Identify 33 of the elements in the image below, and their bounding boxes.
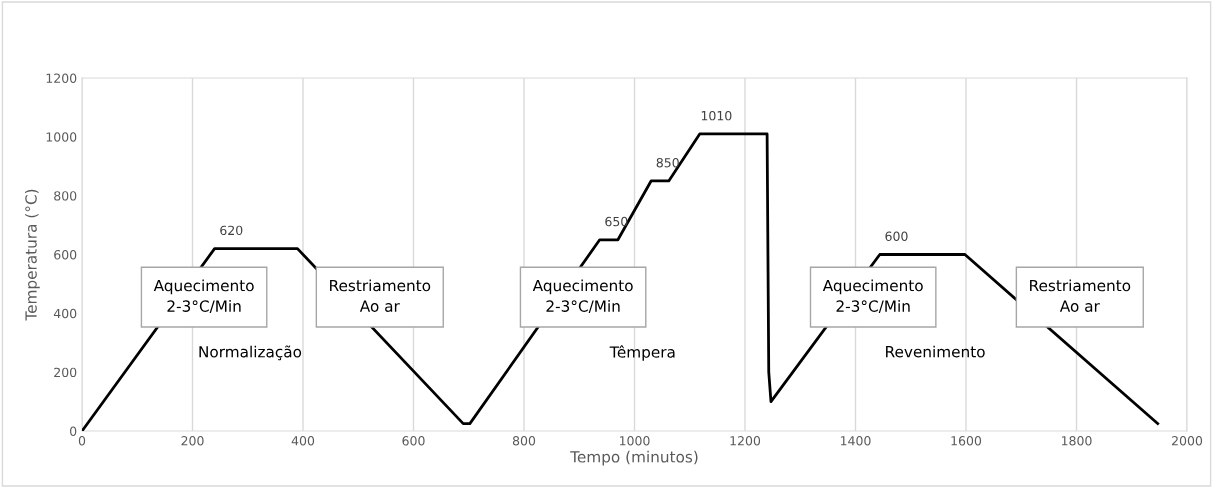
y-axis-title: Temperatura (°C): [25, 189, 40, 321]
annotation: Restriamento Ao ar: [1030, 279, 1131, 312]
x-tick-label: 200: [181, 436, 204, 446]
y-tick-label: 400: [53, 308, 77, 319]
annotation: 600: [885, 231, 908, 241]
x-tick-label: 1800: [1061, 436, 1092, 446]
x-tick-label: 1000: [619, 436, 650, 446]
annotation: Aquecimento 2-3°C/Min: [532, 279, 633, 314]
y-tick-label: 1000: [46, 132, 77, 142]
x-tick-label: 1400: [840, 436, 871, 446]
x-tick-label: 600: [402, 436, 425, 446]
annotation: Aquecimento 2-3°C/Min: [822, 279, 923, 314]
x-tick-label: 0: [78, 436, 86, 446]
annotation: Normalização: [199, 345, 302, 361]
x-tick-label: 800: [512, 436, 536, 446]
x-tick-label: 2000: [1172, 436, 1203, 446]
annotation: 620: [220, 225, 243, 236]
annotation: 650: [605, 216, 628, 227]
x-tick-label: 1600: [951, 436, 982, 446]
annotation: Têmpera: [609, 345, 675, 361]
x-tick-label: 1200: [730, 436, 761, 446]
y-tick-label: 600: [54, 249, 77, 260]
y-tick-label: 1200: [46, 73, 77, 83]
annotation: 850: [656, 157, 679, 168]
annotation: Restriamento Ao ar: [330, 279, 431, 312]
y-tick-label: 200: [54, 367, 77, 378]
x-axis-title: Tempo (minutos): [570, 450, 698, 466]
y-tick-label: 0: [70, 426, 77, 436]
x-tick-label: 400: [291, 436, 315, 446]
annotation: 1010: [701, 110, 732, 121]
annotation: Aquecimento 2-3°C/Min: [153, 279, 254, 314]
annotation: Revenimento: [886, 345, 985, 358]
y-tick-label: 800: [54, 191, 77, 201]
